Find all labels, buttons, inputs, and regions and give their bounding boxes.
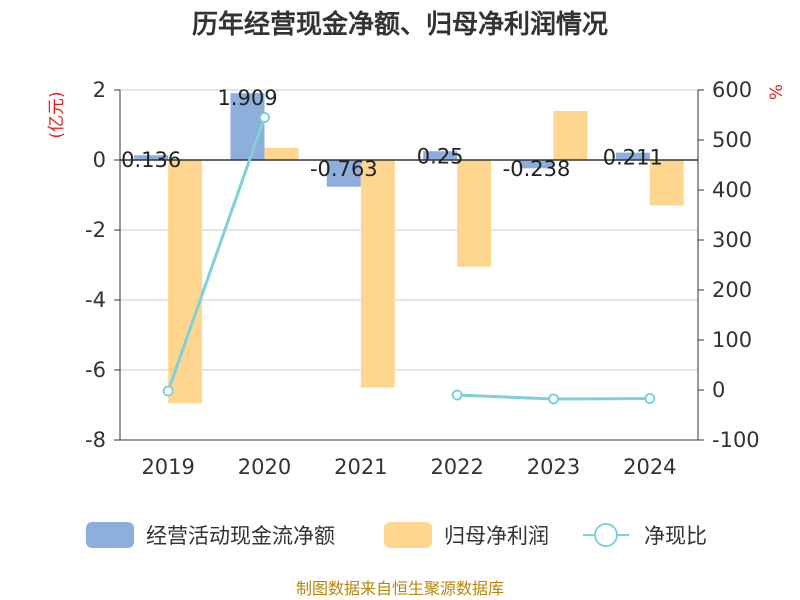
net-profit-bar [168, 160, 203, 404]
legend-swatch-profit [384, 522, 432, 548]
net-profit-bar [457, 160, 492, 267]
ratio-point [259, 112, 270, 123]
x-tick-label: 2024 [623, 455, 676, 479]
cash-flow-data-label: 0.211 [603, 146, 663, 170]
right-tick-label: -100 [712, 428, 760, 452]
cash-flow-bar [615, 152, 650, 160]
right-tick-label: 200 [712, 278, 752, 302]
left-axis-unit: (亿元) [47, 91, 67, 138]
left-tick-label: 0 [93, 148, 106, 172]
source-note: 制图数据来自恒生聚源数据库 [296, 579, 504, 598]
net-profit-bar [360, 160, 395, 388]
right-tick-label: 400 [712, 178, 752, 202]
ratio-point [644, 393, 656, 404]
cash-flow-data-label: -0.238 [503, 157, 571, 181]
cash-flow-bar [423, 151, 458, 160]
net-profit-bar [649, 160, 684, 206]
right-tick-label: 600 [712, 78, 752, 102]
right-tick-label: 500 [712, 128, 752, 152]
right-axis-unit: % [767, 84, 787, 100]
x-tick-label: 2019 [141, 455, 194, 479]
grid-lines [120, 89, 698, 441]
ratio-point [162, 385, 174, 397]
ratio-point [451, 389, 463, 401]
chart-title: 历年经营现金净额、归母净利润情况 [192, 9, 608, 40]
axes-layer: 2 0 -2 -4 -6 -8 600 500 400 300 200 100 0 -100 2019 202… [85, 78, 760, 479]
left-tick-label: 2 [93, 78, 106, 102]
left-tick-label: -6 [85, 358, 106, 382]
net-profit-bar [264, 147, 299, 160]
right-tick-label: 100 [712, 328, 752, 352]
left-tick-label: -2 [85, 218, 106, 242]
data-labels-layer: 0.136 1.909 -0.763 0.25 -0.238 0.211 [121, 86, 663, 181]
left-tick-label: -4 [85, 288, 106, 312]
ratio-line-layer [162, 112, 656, 405]
x-tick-label: 2022 [430, 455, 483, 479]
right-tick-label: 0 [712, 378, 725, 402]
cash-flow-data-label: 0.25 [417, 144, 464, 168]
x-tick-label: 2020 [238, 455, 291, 479]
cash-flow-bar [326, 160, 361, 187]
left-tick-label: -8 [85, 428, 106, 452]
cash-flow-data-label: 1.909 [217, 86, 277, 110]
x-tick-label: 2023 [527, 455, 580, 479]
cash-flow-bar [230, 93, 265, 160]
legend-swatch-cash [86, 522, 134, 548]
cash-flow-data-label: 0.136 [121, 148, 181, 172]
legend-label-ratio: 净现比 [644, 524, 707, 548]
legend-marker-ratio [594, 523, 618, 547]
ratio-line-segment [166, 117, 266, 392]
cash-flow-bar [134, 155, 169, 160]
cash-flow-bar [519, 160, 554, 169]
legend-label-cash: 经营活动现金流净额 [146, 524, 335, 548]
x-tick-label: 2021 [334, 455, 387, 479]
bars-layer [134, 93, 684, 404]
ratio-point [548, 393, 559, 405]
legend-label-profit: 归母净利润 [444, 524, 549, 548]
cash-flow-data-label: -0.763 [310, 157, 378, 181]
legend: 经营活动现金流净额 归母净利润 净现比 [86, 522, 707, 548]
right-tick-label: 300 [712, 228, 752, 252]
net-profit-bar [553, 111, 588, 160]
